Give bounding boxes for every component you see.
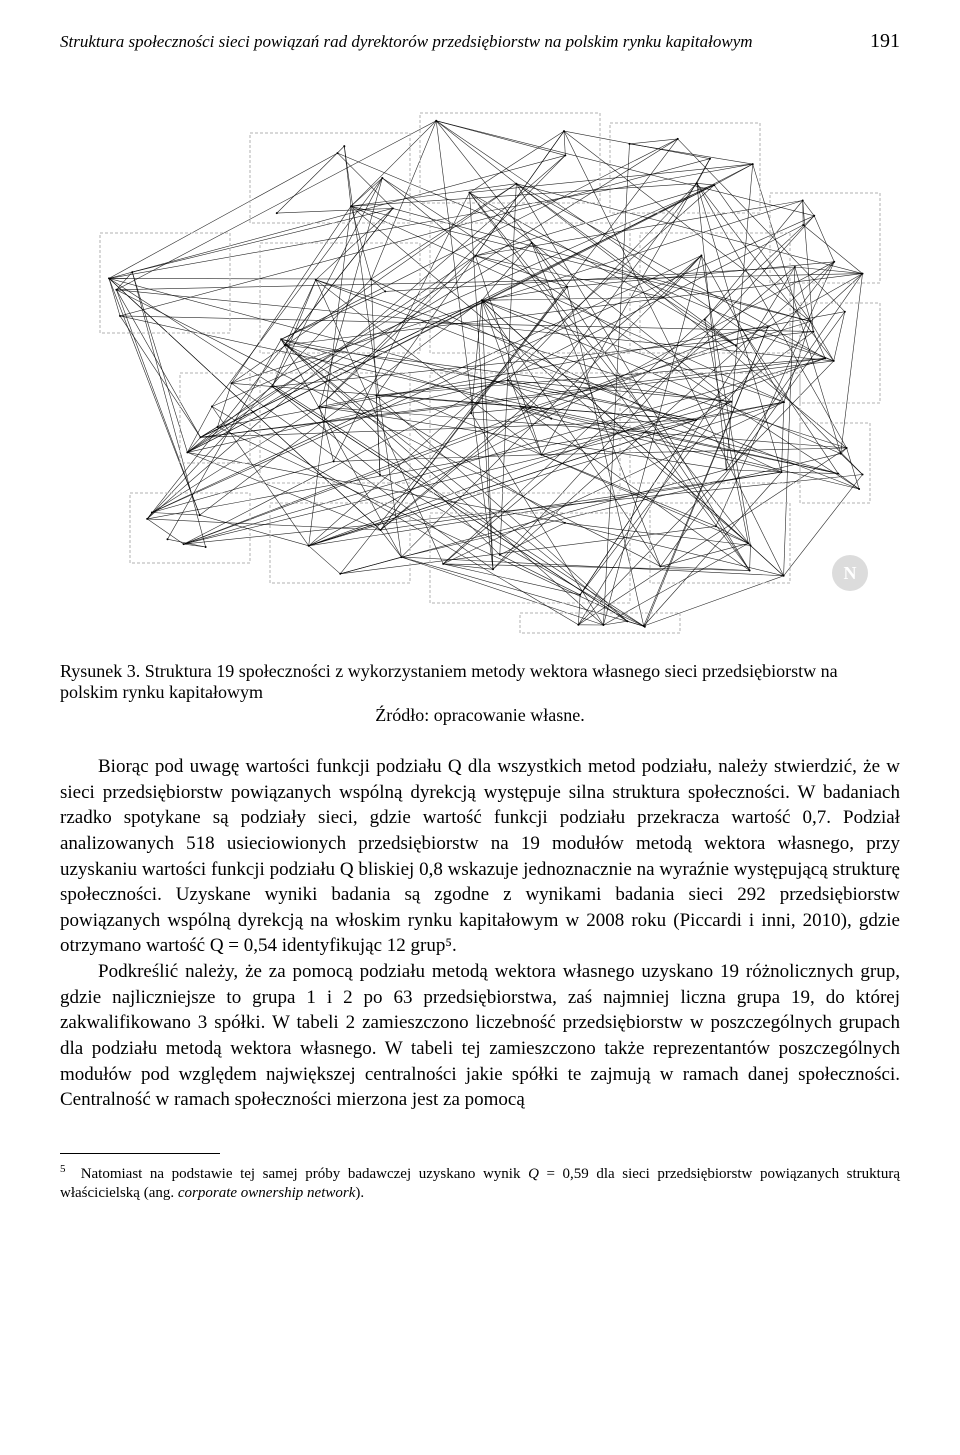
- figure-caption: Rysunek 3. Struktura 19 społeczności z w…: [60, 661, 900, 703]
- caption-text: Struktura 19 społeczności z wykorzystani…: [60, 661, 838, 702]
- running-head: Struktura społeczności sieci powiązań ra…: [60, 30, 900, 53]
- page: Struktura społeczności sieci powiązań ra…: [0, 0, 960, 1455]
- footnote: 5 Natomiast na podstawie tej samej próby…: [60, 1162, 900, 1204]
- network-svg: N: [60, 73, 900, 643]
- footnote-rule: [60, 1153, 220, 1154]
- body-text: Biorąc pod uwagę wartości funkcji podzia…: [60, 754, 900, 1113]
- caption-label: Rysunek 3.: [60, 661, 140, 681]
- footnote-text: Natomiast na podstawie tej samej próby b…: [60, 1166, 900, 1202]
- figure-network: N: [60, 73, 900, 643]
- running-title: Struktura społeczności sieci powiązań ra…: [60, 32, 753, 52]
- footnote-marker: 5: [60, 1163, 66, 1175]
- figure-source: Źródło: opracowanie własne.: [60, 705, 900, 726]
- svg-text:N: N: [844, 563, 857, 583]
- paragraph-2: Podkreślić należy, że za pomocą podziału…: [60, 959, 900, 1113]
- page-number: 191: [870, 30, 900, 53]
- paragraph-1: Biorąc pod uwagę wartości funkcji podzia…: [60, 754, 900, 959]
